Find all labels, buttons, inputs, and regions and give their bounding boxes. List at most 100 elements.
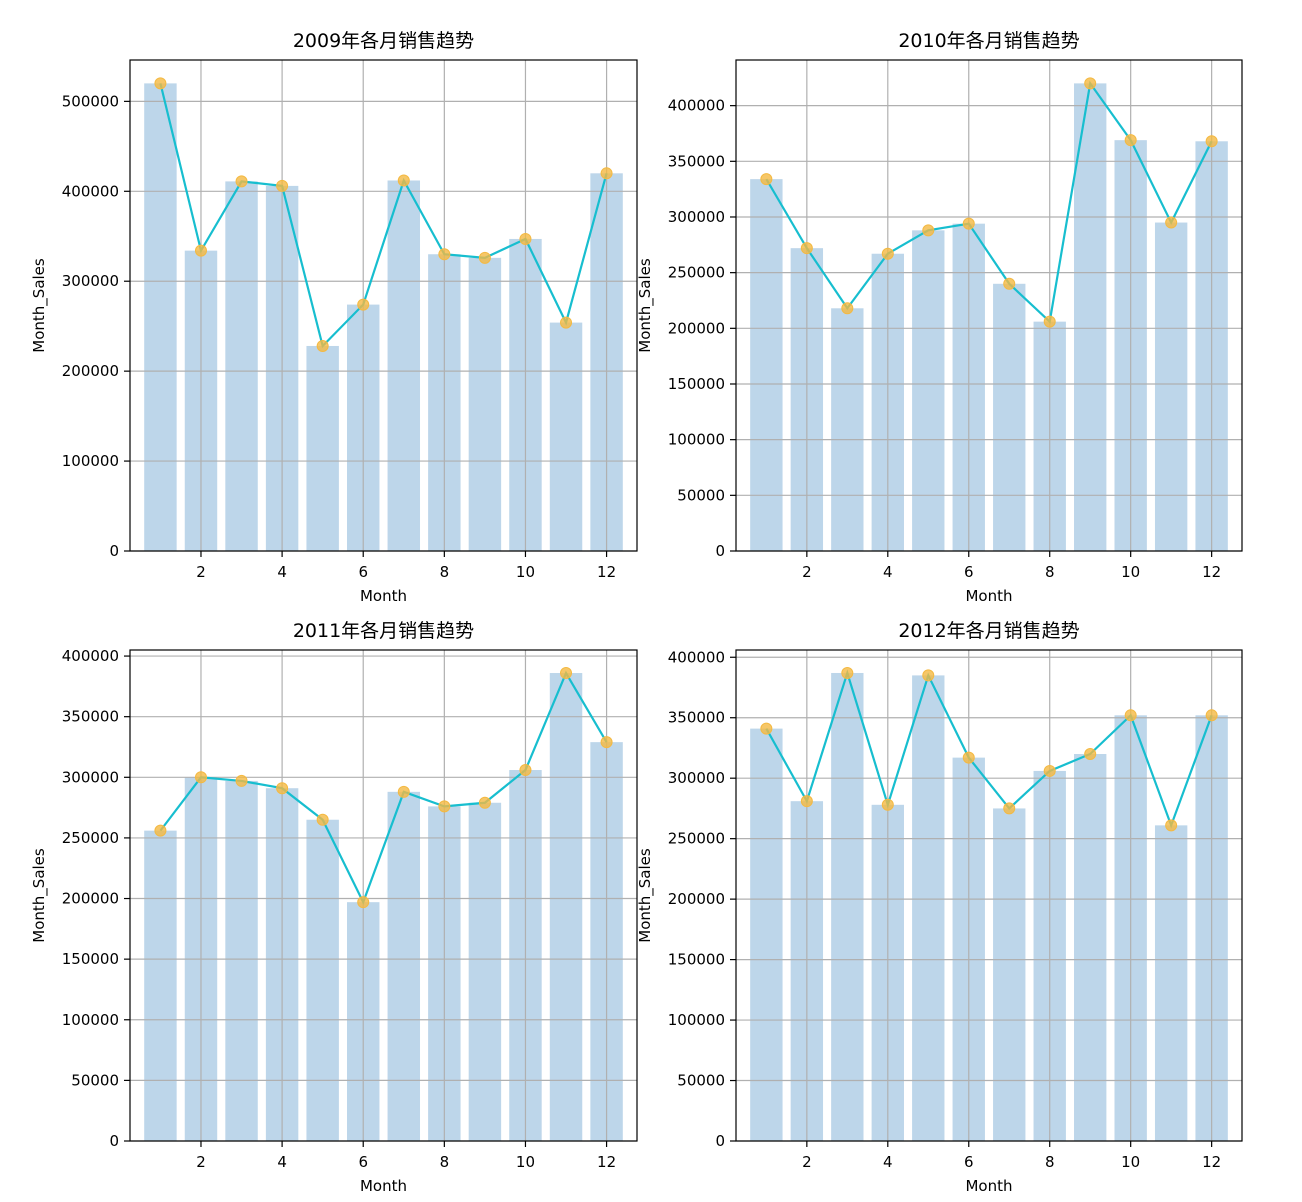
chart-title: 2010年各月销售趋势 bbox=[898, 30, 1079, 52]
point-month-8 bbox=[1043, 315, 1056, 328]
sales-line bbox=[765, 80, 1213, 324]
point-month-4 bbox=[276, 179, 289, 192]
point-month-6 bbox=[962, 751, 975, 764]
point-month-5 bbox=[922, 669, 935, 682]
point-month-2 bbox=[194, 244, 207, 257]
x-tick-label: 8 bbox=[1045, 1153, 1055, 1171]
point-month-2 bbox=[800, 795, 813, 808]
point-month-6 bbox=[357, 298, 370, 311]
y-tick-label: 400000 bbox=[668, 97, 725, 115]
y-tick-label: 200000 bbox=[62, 890, 119, 908]
point-month-2 bbox=[194, 771, 207, 784]
y-axis-label: Month_Sales bbox=[636, 258, 655, 353]
x-tick-label: 6 bbox=[964, 1153, 974, 1171]
chart-panel-4: 2 4 6 8 10 12 0 50000 100000 150000 200000 250000 30… bbox=[636, 620, 1243, 1195]
x-tick-label: 4 bbox=[883, 1153, 893, 1171]
y-axis-label: Month_Sales bbox=[30, 258, 49, 353]
y-tick-label: 200000 bbox=[668, 319, 725, 337]
y-tick-label: 100000 bbox=[668, 431, 725, 449]
x-tick-label: 10 bbox=[516, 1153, 535, 1171]
point-month-1 bbox=[760, 722, 773, 735]
axes-frame bbox=[735, 649, 1243, 1142]
point-month-11 bbox=[1165, 216, 1178, 229]
x-tick-label: 4 bbox=[277, 563, 287, 581]
axes-frame bbox=[735, 59, 1243, 552]
chart-panel-3: 2 4 6 8 10 12 0 50000 100000 150000 200000 250000 30… bbox=[30, 620, 638, 1195]
point-month-6 bbox=[962, 217, 975, 230]
x-axis-label: Month bbox=[965, 587, 1012, 605]
point-month-6 bbox=[357, 896, 370, 909]
bar-month-7 bbox=[387, 180, 421, 551]
point-month-8 bbox=[438, 800, 451, 813]
bar-month-3 bbox=[225, 181, 258, 551]
axes-frame bbox=[129, 649, 638, 1142]
y-tick-label: 100000 bbox=[62, 1011, 119, 1029]
y-tick-label: 150000 bbox=[668, 375, 725, 393]
x-axis-label: Month bbox=[360, 587, 407, 605]
point-month-9 bbox=[478, 796, 491, 809]
bar-month-9 bbox=[468, 257, 502, 551]
point-month-11 bbox=[560, 316, 573, 329]
y-tick-label: 200000 bbox=[62, 362, 119, 380]
bar-month-11 bbox=[549, 322, 583, 551]
point-month-5 bbox=[922, 224, 935, 237]
point-month-8 bbox=[438, 248, 451, 261]
x-tick-label: 6 bbox=[964, 563, 974, 581]
point-month-10 bbox=[519, 764, 532, 777]
point-month-7 bbox=[397, 785, 410, 798]
x-tick-label: 8 bbox=[1045, 563, 1055, 581]
bar-month-1 bbox=[750, 728, 783, 1141]
bar-month-5 bbox=[912, 675, 945, 1141]
y-tick-label: 50000 bbox=[677, 486, 725, 504]
x-axis-label: Month bbox=[965, 1177, 1012, 1195]
y-tick-label: 400000 bbox=[62, 647, 119, 665]
point-month-3 bbox=[235, 175, 248, 188]
point-month-9 bbox=[478, 251, 491, 264]
point-month-2 bbox=[800, 242, 813, 255]
x-tick-label: 2 bbox=[196, 563, 206, 581]
point-month-1 bbox=[760, 173, 773, 186]
bar-month-3 bbox=[831, 308, 864, 551]
point-month-4 bbox=[276, 782, 289, 795]
chart-panel-1: 2 4 6 8 10 12 0 100000 200000 300000 400000 500000 2… bbox=[30, 30, 638, 605]
y-axis-label: Month_Sales bbox=[30, 848, 49, 943]
bar-month-7 bbox=[387, 791, 421, 1141]
y-tick-label: 100000 bbox=[668, 1011, 725, 1029]
y-tick-label: 400000 bbox=[62, 182, 119, 200]
x-tick-label: 12 bbox=[597, 1153, 616, 1171]
bar-month-5 bbox=[306, 819, 339, 1141]
bar-month-3 bbox=[831, 672, 864, 1141]
x-tick-label: 12 bbox=[597, 563, 616, 581]
bar-month-11 bbox=[1154, 222, 1188, 552]
x-tick-label: 8 bbox=[440, 1153, 450, 1171]
point-month-11 bbox=[1165, 819, 1178, 832]
sales-line bbox=[765, 669, 1213, 829]
bar-month-1 bbox=[750, 179, 783, 551]
chart-title: 2012年各月销售趋势 bbox=[898, 620, 1079, 642]
point-month-5 bbox=[316, 339, 329, 352]
x-tick-label: 2 bbox=[802, 1153, 812, 1171]
bar-month-7 bbox=[993, 283, 1026, 551]
y-tick-label: 0 bbox=[109, 542, 119, 560]
chart-panel-2: 2 4 6 8 10 12 0 50000 100000 150000 200000 250000 30… bbox=[636, 30, 1243, 605]
point-month-7 bbox=[397, 174, 410, 187]
point-month-12 bbox=[1205, 709, 1218, 722]
y-tick-label: 0 bbox=[715, 542, 725, 560]
x-tick-label: 12 bbox=[1202, 563, 1221, 581]
point-month-8 bbox=[1043, 764, 1056, 777]
bar-month-11 bbox=[549, 673, 583, 1141]
y-tick-label: 0 bbox=[109, 1132, 119, 1150]
y-tick-label: 150000 bbox=[62, 950, 119, 968]
y-tick-label: 150000 bbox=[668, 951, 725, 969]
x-tick-label: 6 bbox=[358, 563, 368, 581]
point-month-11 bbox=[560, 667, 573, 680]
x-tick-label: 10 bbox=[1121, 1153, 1140, 1171]
y-tick-label: 350000 bbox=[668, 709, 725, 727]
point-month-5 bbox=[316, 813, 329, 826]
point-month-12 bbox=[600, 167, 613, 180]
x-tick-label: 2 bbox=[196, 1153, 206, 1171]
y-tick-label: 250000 bbox=[62, 829, 119, 847]
point-month-3 bbox=[841, 302, 854, 315]
point-month-9 bbox=[1084, 748, 1097, 760]
